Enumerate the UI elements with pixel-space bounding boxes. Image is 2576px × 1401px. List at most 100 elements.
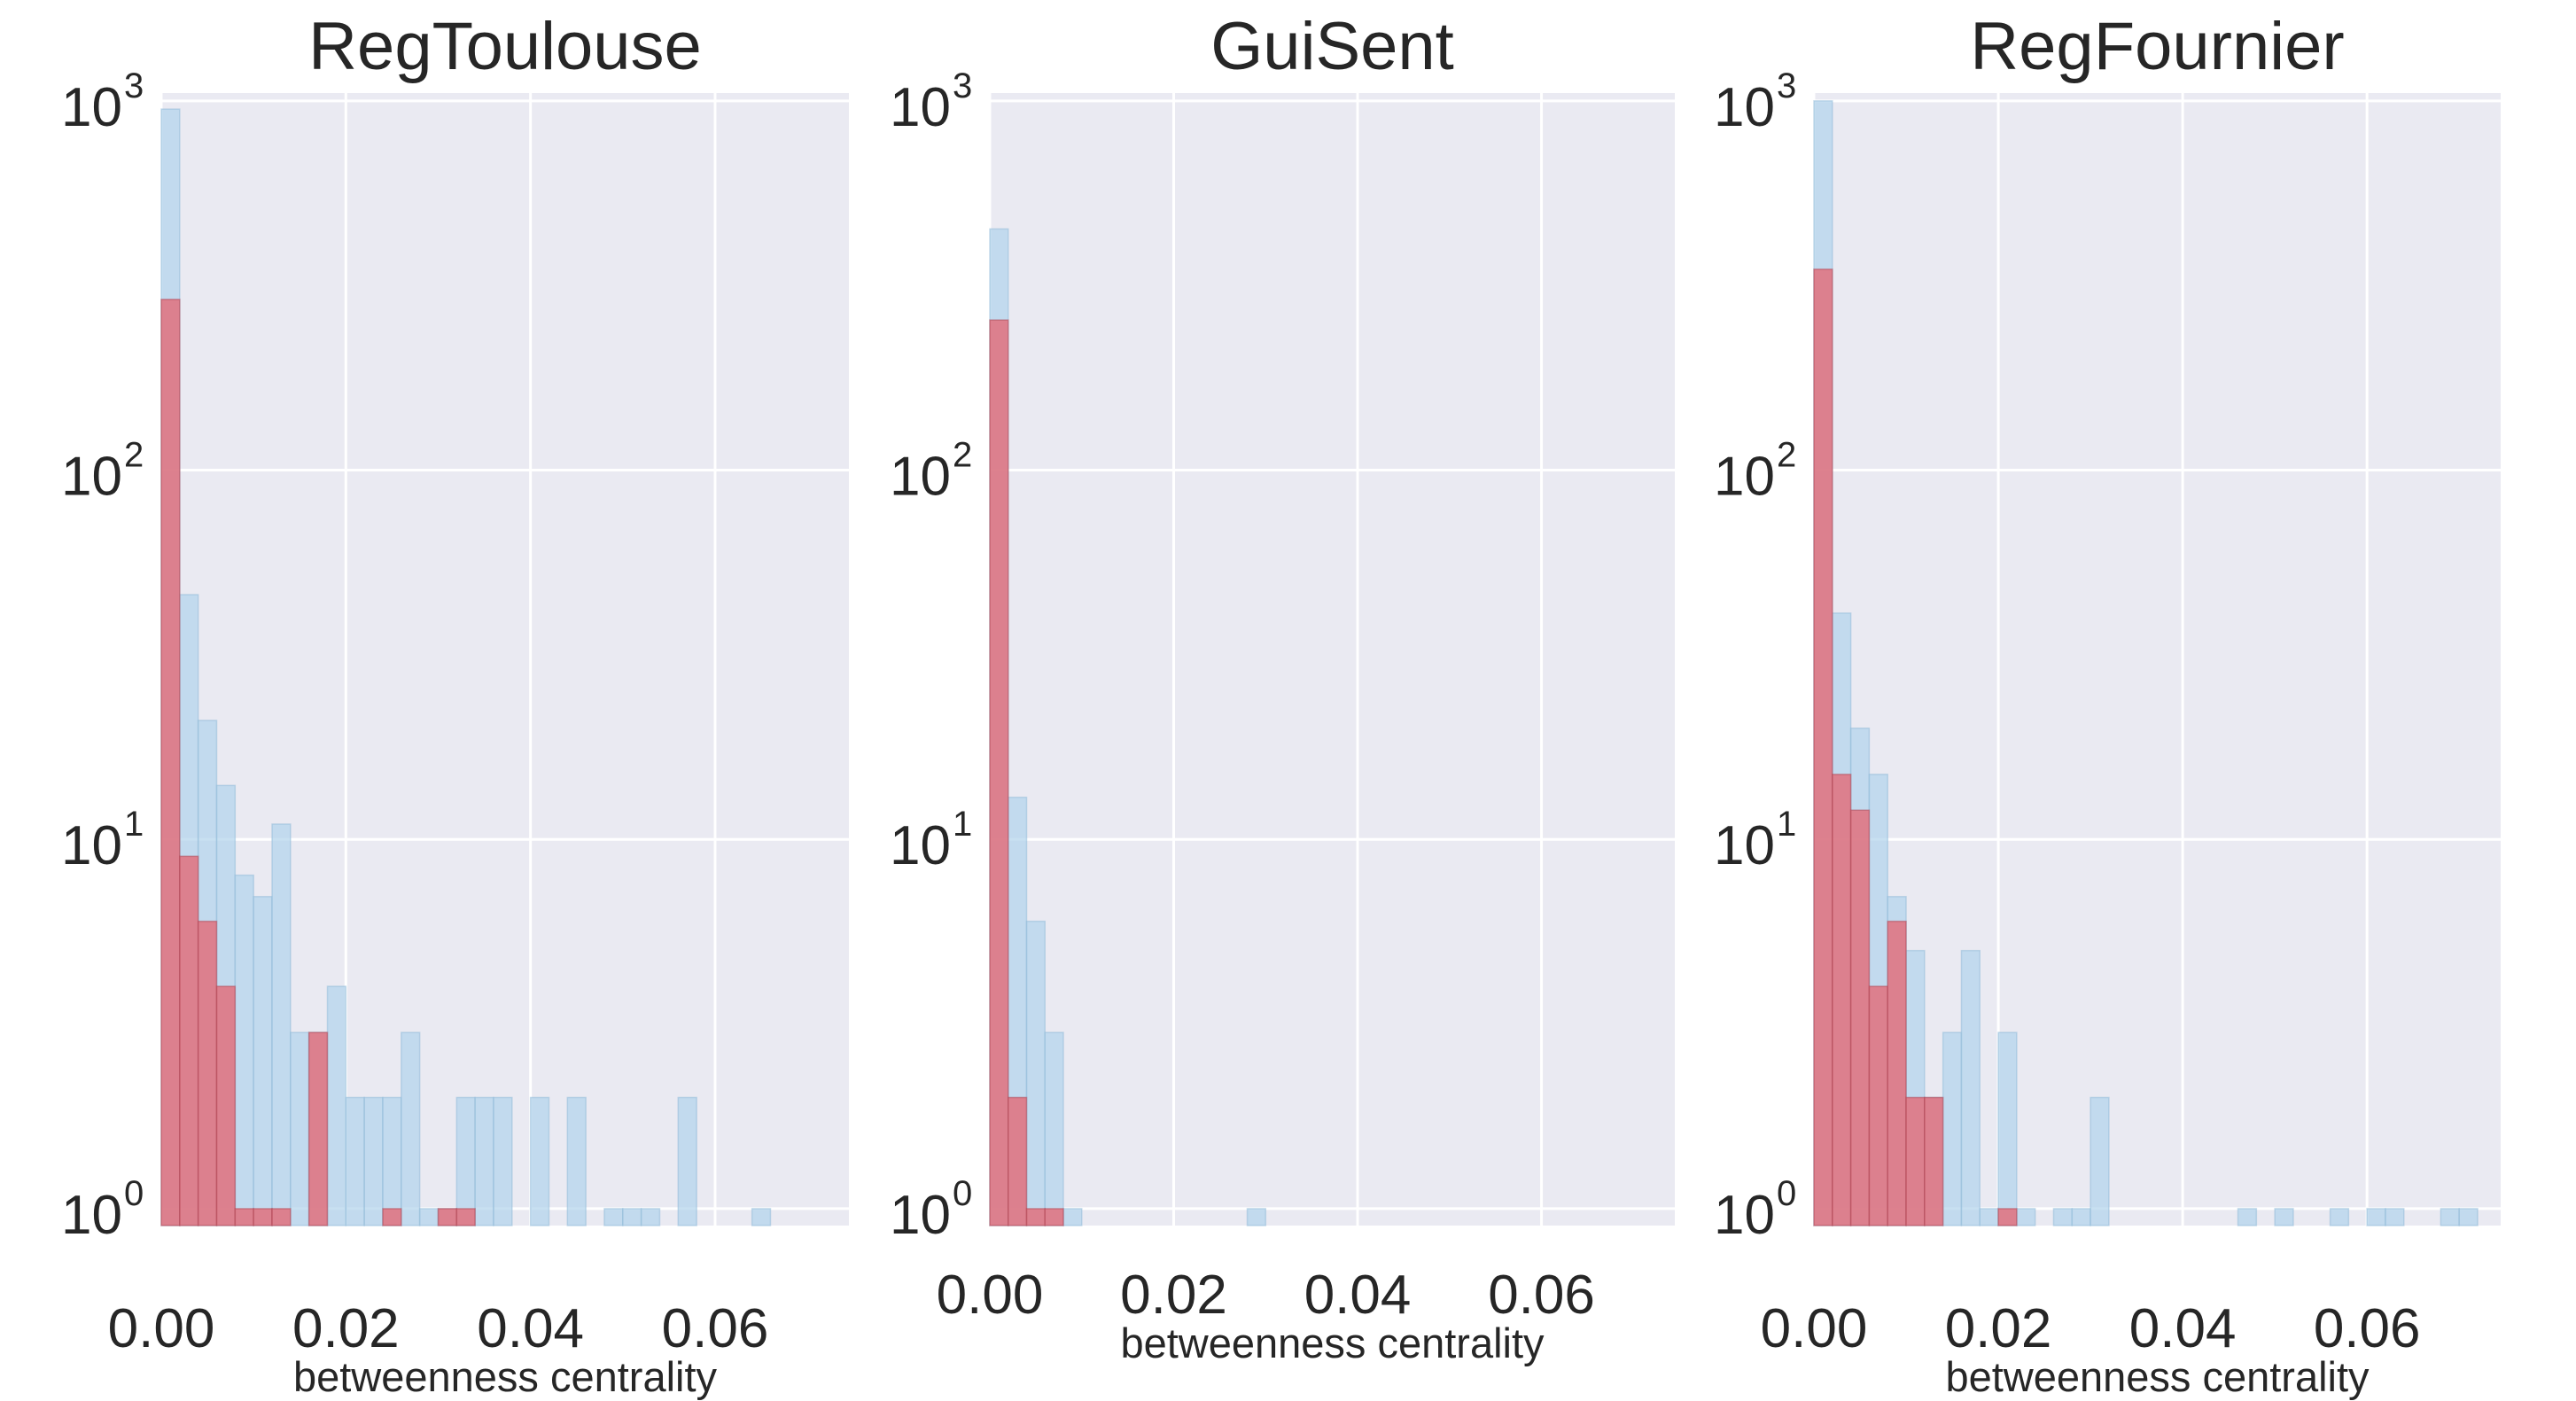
x-tick-label: 0.00 (937, 1265, 1044, 1326)
x-axis-label: betweenness centrality (293, 1353, 718, 1400)
x-tick-label: 0.04 (2129, 1298, 2237, 1359)
histogram-bar (1008, 1096, 1028, 1226)
histogram-bar (1246, 1208, 1267, 1226)
histogram-bar (401, 1031, 421, 1226)
y-tick-label: 10 (890, 447, 951, 508)
chart-title: RegToulouse (308, 9, 702, 84)
histogram-bar (418, 1208, 440, 1226)
y-tick-exponent: 1 (124, 805, 144, 844)
x-tick-label: 0.00 (108, 1298, 215, 1359)
histogram-bar (1025, 1208, 1047, 1226)
histogram-bar (529, 1096, 550, 1226)
x-tick-label: 0.06 (2314, 1298, 2421, 1359)
y-tick-exponent: 0 (953, 1174, 972, 1213)
histogram-bar (455, 1208, 476, 1226)
histogram-bar (640, 1208, 661, 1226)
histogram-bar (1062, 1208, 1083, 1226)
histogram-bar (160, 299, 181, 1226)
histogram-bar (437, 1208, 458, 1226)
series-subset (160, 299, 476, 1226)
histogram-bar (290, 1031, 310, 1226)
histogram-bar (253, 896, 273, 1226)
histogram-bar (1979, 1208, 1999, 1226)
histogram-bar (677, 1096, 697, 1226)
histogram-bar (2274, 1208, 2294, 1226)
histogram-bar (989, 319, 1009, 1226)
histogram-bar (1997, 1031, 2018, 1226)
histogram-bar (179, 855, 199, 1226)
histogram-bar (1905, 1096, 1926, 1226)
chart-title: GuiSent (1210, 9, 1454, 84)
plot-background (990, 93, 1675, 1226)
histogram-bar (326, 985, 347, 1226)
y-tick-exponent: 2 (124, 436, 144, 475)
histogram-bar (2329, 1208, 2350, 1226)
histogram-bar (2458, 1208, 2479, 1226)
y-tick-label: 10 (61, 447, 122, 508)
y-tick-exponent: 3 (953, 66, 972, 105)
histogram-bar (1942, 1031, 1963, 1226)
y-tick-exponent: 3 (1777, 66, 1796, 105)
histogram-bar (1849, 809, 1871, 1226)
histogram-bar (253, 1208, 273, 1226)
histogram-bar (234, 874, 254, 1226)
x-tick-label: 0.04 (477, 1298, 584, 1359)
histogram-bar (363, 1096, 384, 1226)
y-tick-exponent: 3 (124, 66, 144, 105)
histogram-bar (622, 1208, 642, 1226)
histogram-bar (271, 823, 292, 1226)
y-tick-exponent: 2 (1777, 436, 1796, 475)
histogram-bar (1997, 1208, 2018, 1226)
histogram-bar (382, 1208, 402, 1226)
y-tick-label: 10 (1714, 815, 1775, 876)
histogram-bar (603, 1208, 624, 1226)
x-tick-label: 0.02 (1120, 1265, 1227, 1326)
y-tick-label: 10 (890, 1185, 951, 1246)
x-tick-label: 0.02 (1945, 1298, 2052, 1359)
y-tick-label: 10 (61, 1185, 122, 1246)
histogram-bar (382, 1096, 402, 1226)
histogram-bar (751, 1208, 772, 1226)
y-tick-label: 10 (890, 77, 951, 138)
histogram-bar (197, 920, 218, 1226)
histogram-bar (2440, 1208, 2460, 1226)
histogram-bar (2071, 1208, 2091, 1226)
plot-background (1814, 93, 2501, 1226)
histogram-bar (1924, 1096, 1944, 1226)
y-tick-exponent: 0 (1777, 1174, 1796, 1213)
chart-title: RegFournier (1970, 9, 2344, 84)
x-tick-label: 0.06 (1488, 1265, 1595, 1326)
y-tick-exponent: 0 (124, 1174, 144, 1213)
histogram-bar (1832, 774, 1852, 1226)
y-tick-exponent: 1 (1777, 805, 1796, 844)
y-tick-label: 10 (1714, 1185, 1775, 1246)
histogram-bar (2385, 1208, 2405, 1226)
histogram-bar (234, 1208, 254, 1226)
x-axis-label: betweenness centrality (1945, 1353, 2370, 1400)
histogram-bar (1887, 920, 1907, 1226)
histogram-bar (1960, 949, 1981, 1226)
y-tick-label: 10 (890, 815, 951, 876)
y-tick-label: 10 (1714, 447, 1775, 508)
histogram-bar (474, 1096, 494, 1226)
histogram-bar (1025, 920, 1047, 1226)
y-tick-label: 10 (1714, 77, 1775, 138)
histogram-bar (1044, 1208, 1064, 1226)
x-tick-label: 0.02 (292, 1298, 400, 1359)
series-subset (989, 319, 1064, 1226)
y-tick-label: 10 (61, 77, 122, 138)
histogram-bar (455, 1096, 476, 1226)
histogram-bar (2366, 1208, 2386, 1226)
x-axis-label: betweenness centrality (1120, 1319, 1545, 1366)
histogram-bar (271, 1208, 292, 1226)
x-tick-label: 0.00 (1761, 1298, 1868, 1359)
histogram-bar (2090, 1096, 2110, 1226)
histogram-bar (2016, 1208, 2036, 1226)
histogram-bar (1813, 269, 1833, 1226)
histogram-bar (1868, 985, 1888, 1226)
y-tick-label: 10 (61, 815, 122, 876)
